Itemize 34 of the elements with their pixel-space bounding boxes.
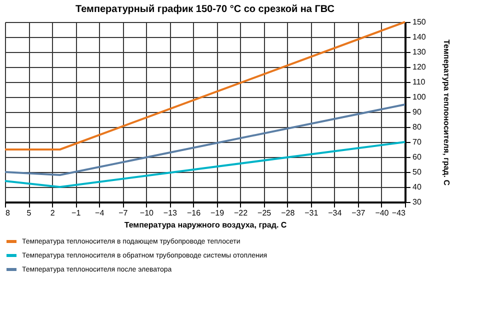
x-tick-label: −28 [281, 208, 296, 218]
x-tick-label: −43 [392, 208, 406, 218]
x-tick-label: −34 [328, 208, 342, 218]
y-tick-label: 70 [412, 138, 422, 146]
x-tick-label: −25 [258, 208, 272, 218]
x-tick-label: −16 [186, 208, 202, 218]
x-tick-label: −31 [304, 208, 319, 218]
x-tick-label: 5 [26, 208, 32, 218]
x-tick-label: −37 [352, 208, 366, 218]
y-tick-label: 90 [412, 108, 422, 116]
x-tick-label: 8 [6, 208, 10, 218]
y-tick-label: 80 [412, 122, 422, 132]
y-tick-label: 110 [412, 78, 426, 86]
x-tick-label: −1 [72, 208, 82, 218]
x-tick-label: −10 [140, 208, 154, 218]
y-tick-label: 130 [412, 48, 426, 56]
y-tick-label: 120 [412, 62, 426, 72]
y-tick-label: 150 [412, 18, 426, 26]
x-tick-label: −7 [118, 208, 128, 218]
y-tick-label: 40 [412, 182, 422, 192]
x-tick-label: −4 [95, 208, 105, 218]
y-tick-label: 100 [412, 92, 426, 102]
x-tick-label: −40 [375, 208, 390, 218]
y-tick-label: 50 [412, 168, 422, 176]
x-tick-label: 2 [50, 208, 56, 218]
y-axis-title: Температура теплоносителя, град. С [442, 40, 451, 186]
y-tick-label: 60 [412, 152, 422, 162]
x-tick-label: −13 [163, 208, 178, 218]
y-tick-label: 30 [412, 198, 422, 206]
chart-title: Температурный график 150-70 °С со срезкой на ГВС [76, 4, 334, 15]
y-tick-label: 140 [412, 32, 426, 42]
x-tick-label: −19 [210, 208, 225, 218]
x-axis-title: Температура наружного воздуха, град. С [124, 220, 287, 230]
x-tick-label: −22 [234, 208, 248, 218]
